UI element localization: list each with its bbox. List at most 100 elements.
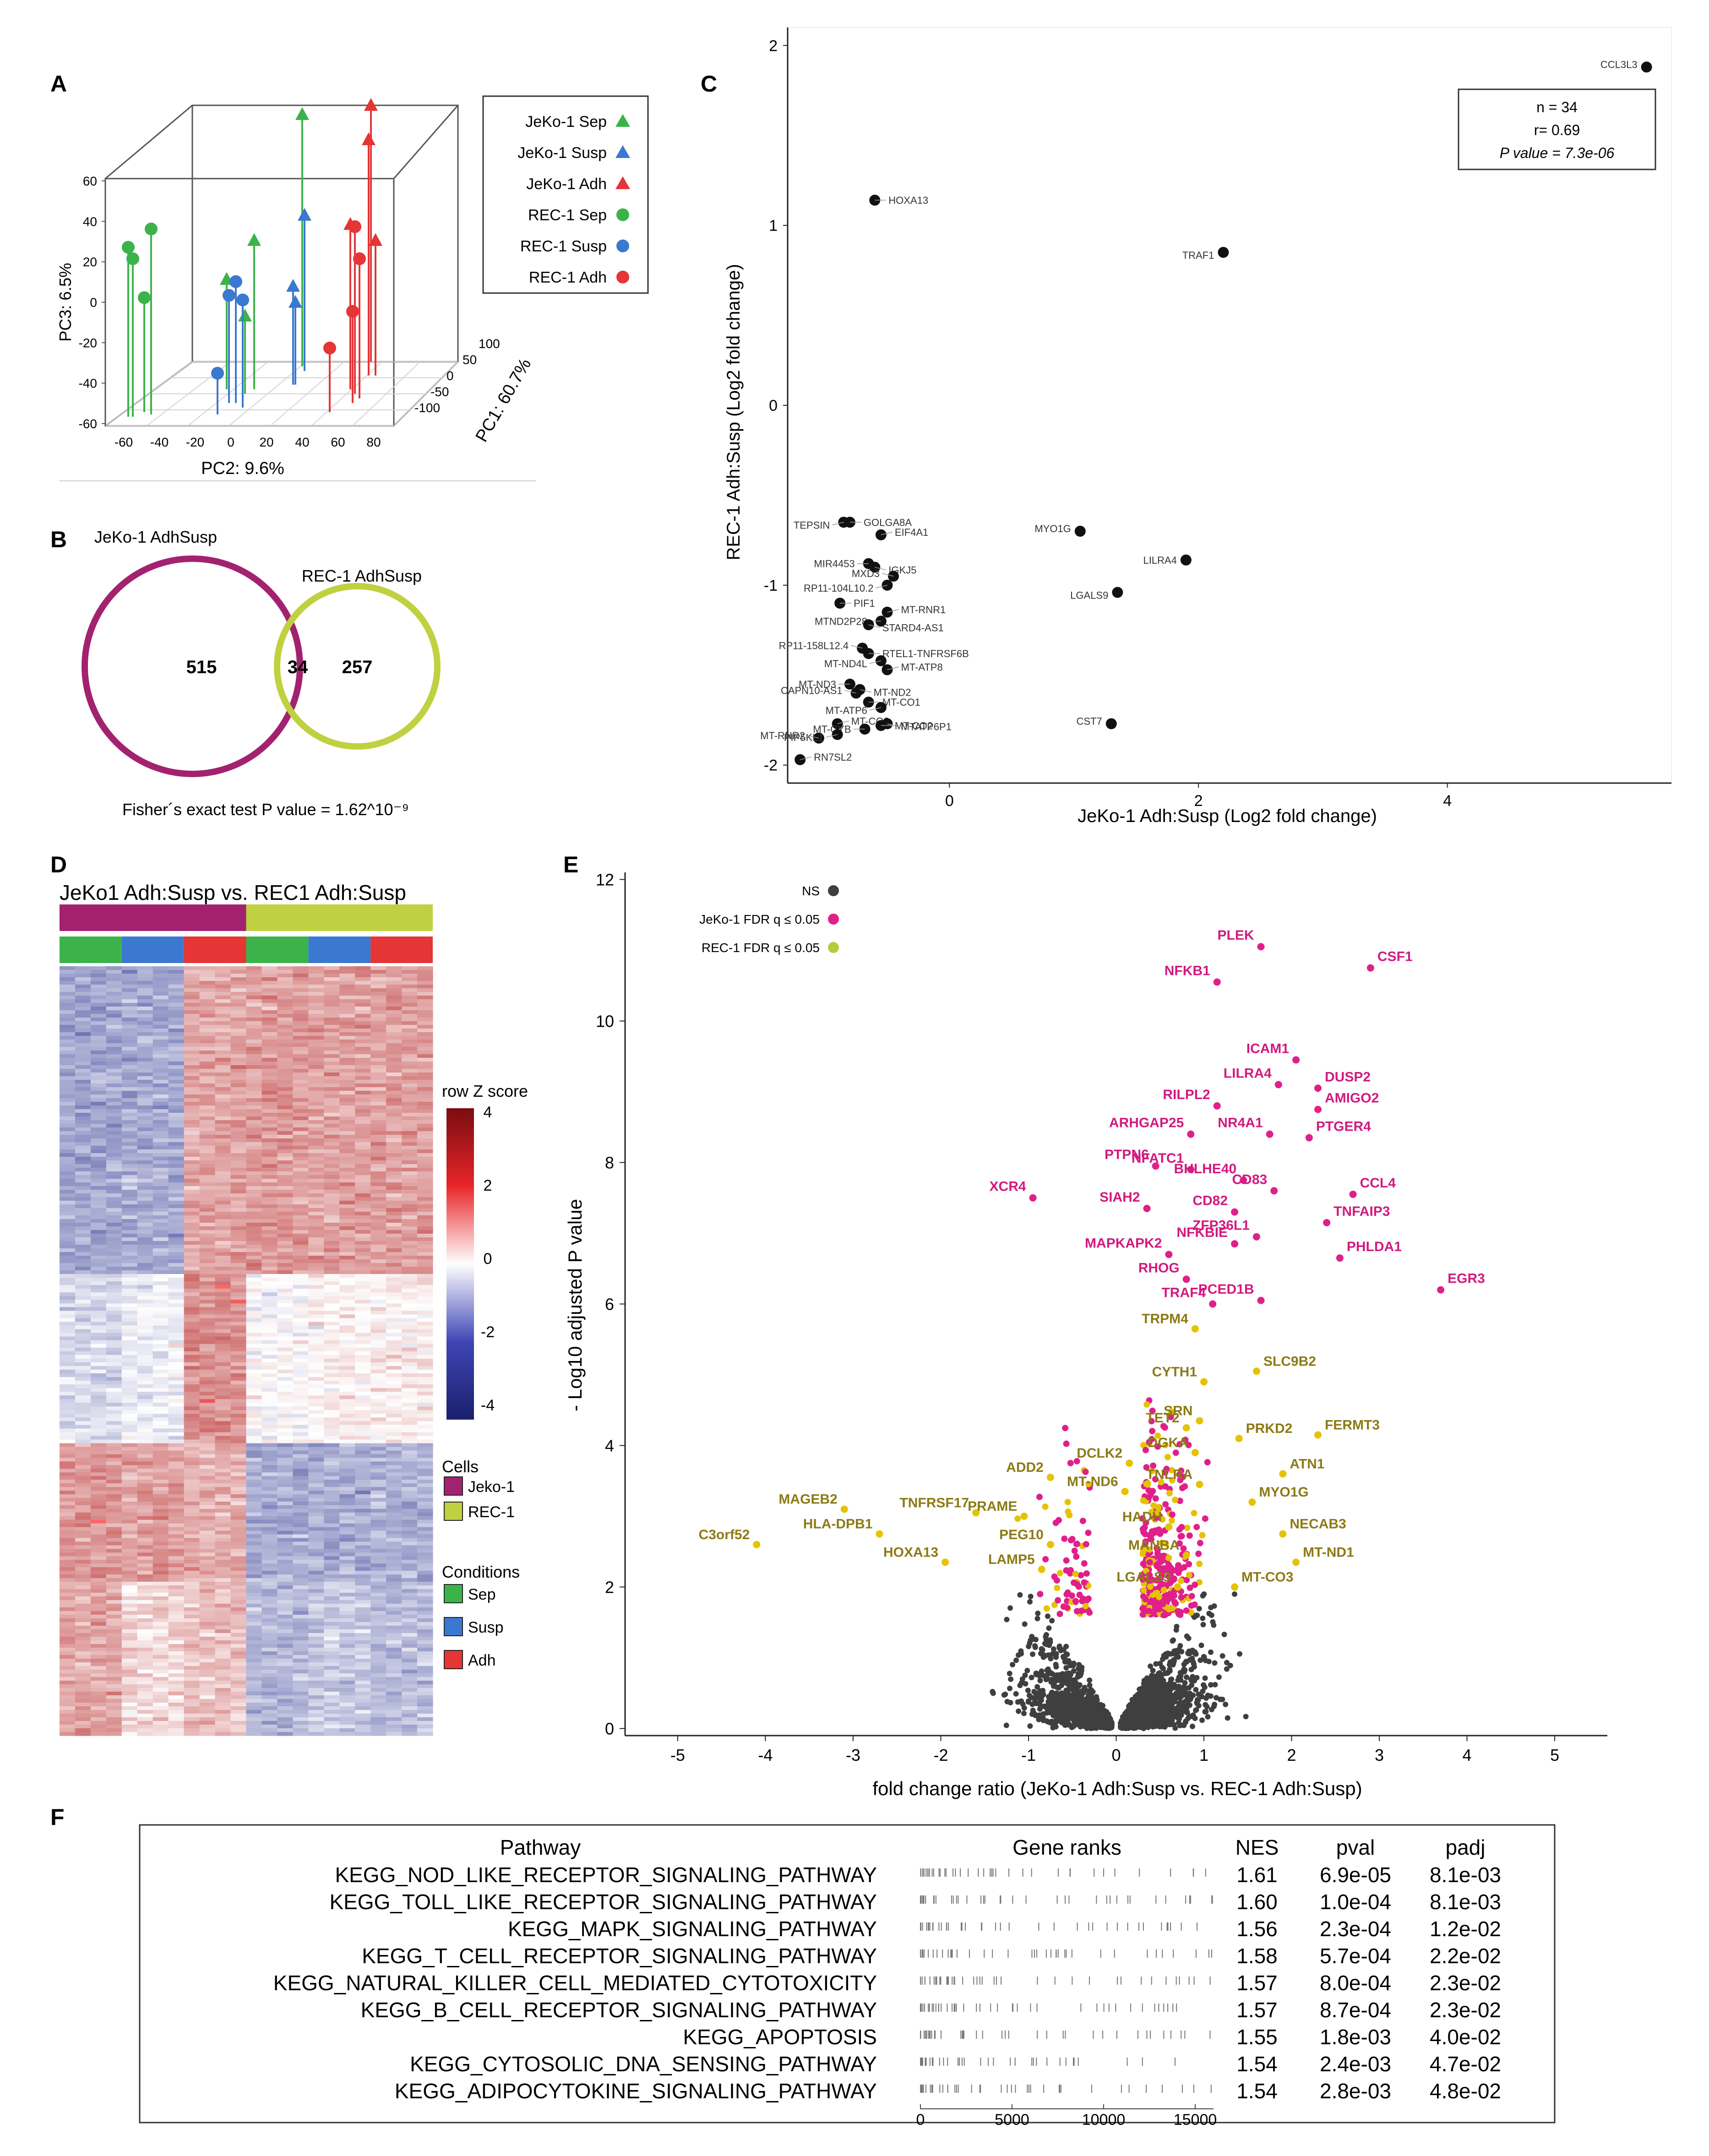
heatmap-cell (137, 1560, 153, 1564)
heatmap-cell (106, 1589, 122, 1593)
heatmap-cell (308, 1116, 324, 1121)
heatmap-cell (293, 1171, 309, 1176)
heatmap-cell (261, 1585, 278, 1590)
heatmap-cell (386, 1018, 402, 1022)
heatmap-cell (261, 1428, 278, 1433)
heatmap-cell (277, 1237, 293, 1241)
pca-x-tick: -40 (150, 435, 169, 449)
heatmap-cell (230, 1582, 247, 1586)
heatmap-cell (152, 1215, 169, 1220)
heatmap-cell (199, 1530, 216, 1535)
heatmap-cell (121, 1274, 138, 1278)
heatmap-cell (261, 1519, 278, 1524)
heatmap-cell (152, 1333, 169, 1337)
heatmap-cell (308, 1344, 324, 1348)
heatmap-cell (308, 1534, 324, 1539)
heatmap-cell (370, 1651, 386, 1655)
heatmap-cell (417, 1644, 433, 1648)
heatmap-cell (215, 1461, 231, 1465)
heatmap-cell (230, 1219, 247, 1223)
heatmap-cell (261, 1458, 278, 1462)
heatmap-cell (184, 1589, 200, 1593)
heatmap-cell (402, 1508, 418, 1513)
heatmap-cell (60, 1607, 76, 1612)
heatmap-cell (106, 1560, 122, 1564)
heatmap-cell (339, 1622, 355, 1626)
heatmap-cell (121, 1212, 138, 1216)
heatmap-cell (168, 1351, 185, 1356)
heatmap-cell (215, 1410, 231, 1414)
heatmap-cell (277, 1248, 293, 1252)
heatmap-cell (308, 1395, 324, 1399)
heatmap-cell (386, 1615, 402, 1619)
heatmap-cell (339, 1292, 355, 1296)
heatmap-cell (277, 1080, 293, 1084)
heatmap-cell (168, 996, 185, 1000)
heatmap-cell (184, 1480, 200, 1484)
heatmap-cell (230, 1296, 247, 1300)
scatter-c-points: CCL3L3HOXA13TRAF1MYO1GLILRA4LGALS9CST7GO… (760, 59, 1652, 765)
heatmap-cell (355, 1417, 371, 1421)
heatmap-cell (90, 1237, 107, 1241)
heatmap: JeKo1 Adh:Susp vs. REC1 Adh:Susp row Z s… (60, 881, 528, 1736)
heatmap-cell (230, 1102, 247, 1106)
heatmap-cell (355, 1355, 371, 1359)
heatmap-cell (417, 1607, 433, 1612)
heatmap-cell (308, 966, 324, 970)
heatmap-cell (324, 1545, 340, 1549)
heatmap-cell (324, 1508, 340, 1513)
heatmap-cell (277, 1193, 293, 1198)
heatmap-cell (261, 1677, 278, 1681)
heatmap-cell (355, 1296, 371, 1300)
heatmap-cell (184, 1425, 200, 1429)
heatmap-cell (261, 1153, 278, 1157)
heatmap-cell (230, 1076, 247, 1080)
heatmap-cell (339, 1091, 355, 1095)
heatmap-cell (137, 1362, 153, 1367)
heatmap-cell (199, 1073, 216, 1077)
heatmap-cell (60, 1127, 76, 1132)
heatmap-cell (355, 1098, 371, 1102)
heatmap-cell (386, 1091, 402, 1095)
heatmap-cell (402, 1105, 418, 1110)
heatmap-cell (293, 1069, 309, 1073)
heatmap-cell (324, 1582, 340, 1586)
heatmap-cell (168, 1483, 185, 1487)
heatmap-cell (230, 1447, 247, 1451)
heatmap-cell (308, 1322, 324, 1326)
heatmap-cell (121, 1215, 138, 1220)
heatmap-cell (137, 1098, 153, 1102)
heatmap-cell (339, 1648, 355, 1652)
heatmap-cell (230, 1604, 247, 1608)
heatmap-cell (261, 1120, 278, 1124)
heatmap-cell (324, 1219, 340, 1223)
heatmap-cell (215, 1047, 231, 1051)
heatmap-cell (215, 1127, 231, 1132)
heatmap-cell (152, 1325, 169, 1330)
heatmap-cell (386, 1681, 402, 1685)
heatmap-cell (137, 1054, 153, 1058)
heatmap-cell (355, 1615, 371, 1619)
heatmap-cell (106, 1399, 122, 1403)
heatmap-cell (402, 1142, 418, 1146)
heatmap-cell (355, 1637, 371, 1641)
heatmap-cell (355, 1322, 371, 1326)
heatmap-cell (386, 1688, 402, 1692)
heatmap-cell (324, 1186, 340, 1190)
heatmap-cell (215, 1179, 231, 1183)
heatmap-cell (293, 1116, 309, 1121)
heatmap-cell (417, 1648, 433, 1652)
heatmap-cell (121, 1414, 138, 1418)
heatmap-cell (386, 1058, 402, 1062)
heatmap-cell (355, 1160, 371, 1165)
heatmap-cell (152, 1395, 169, 1399)
heatmap-cell (417, 1563, 433, 1568)
heatmap-cell (137, 1487, 153, 1491)
heatmap-cell (90, 1109, 107, 1113)
heatmap-cell (246, 1483, 262, 1487)
heatmap-cell (184, 1051, 200, 1055)
heatmap-cell (417, 1036, 433, 1040)
heatmap-cell (386, 1197, 402, 1201)
heatmap-cell (184, 1164, 200, 1168)
heatmap-cell (106, 1695, 122, 1699)
